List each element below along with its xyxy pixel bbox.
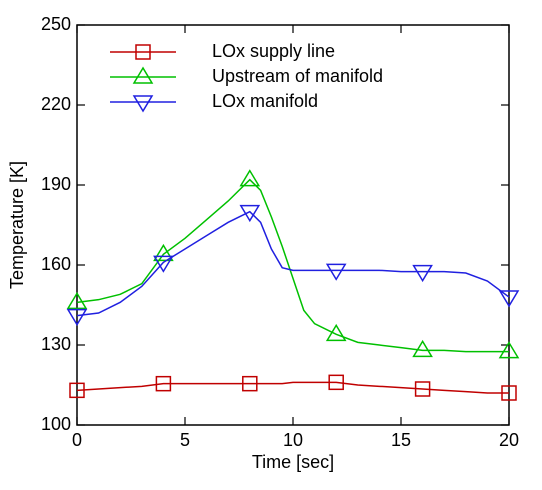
marker — [328, 374, 344, 391]
y-tick-label: 130 — [41, 334, 71, 354]
marker — [242, 375, 258, 392]
x-tick-label: 20 — [499, 430, 519, 450]
marker — [501, 385, 517, 401]
marker — [412, 264, 433, 283]
y-axis-label: Temperature [K] — [7, 161, 27, 289]
y-tick-label: 160 — [41, 254, 71, 274]
marker — [498, 290, 520, 308]
marker — [414, 381, 431, 397]
marker — [153, 243, 174, 262]
y-tick-label: 250 — [41, 14, 71, 34]
marker — [69, 382, 85, 399]
y-tick-label: 100 — [41, 414, 71, 434]
legend-label: LOx manifold — [212, 91, 318, 111]
series-line — [76, 381, 509, 394]
marker — [153, 255, 174, 273]
marker — [412, 339, 433, 358]
y-tick-label: 190 — [41, 174, 71, 194]
marker — [239, 204, 261, 223]
legend-label: LOx supply line — [212, 41, 335, 61]
marker — [66, 291, 88, 310]
marker — [132, 66, 154, 84]
marker — [325, 323, 347, 342]
marker — [132, 95, 154, 113]
y-tick-label: 220 — [41, 94, 71, 114]
x-tick-label: 5 — [180, 430, 190, 450]
marker — [135, 44, 151, 60]
series-line — [76, 210, 510, 317]
x-axis-label: Time [sec] — [252, 452, 334, 472]
x-tick-label: 15 — [391, 430, 411, 450]
x-tick-label: 0 — [72, 430, 82, 450]
legend-label: Upstream of manifold — [212, 66, 383, 86]
x-tick-label: 10 — [283, 430, 303, 450]
marker — [66, 308, 88, 327]
marker — [155, 375, 172, 392]
marker — [239, 169, 261, 187]
marker — [498, 341, 520, 359]
series-line — [76, 178, 509, 353]
marker — [325, 263, 347, 281]
